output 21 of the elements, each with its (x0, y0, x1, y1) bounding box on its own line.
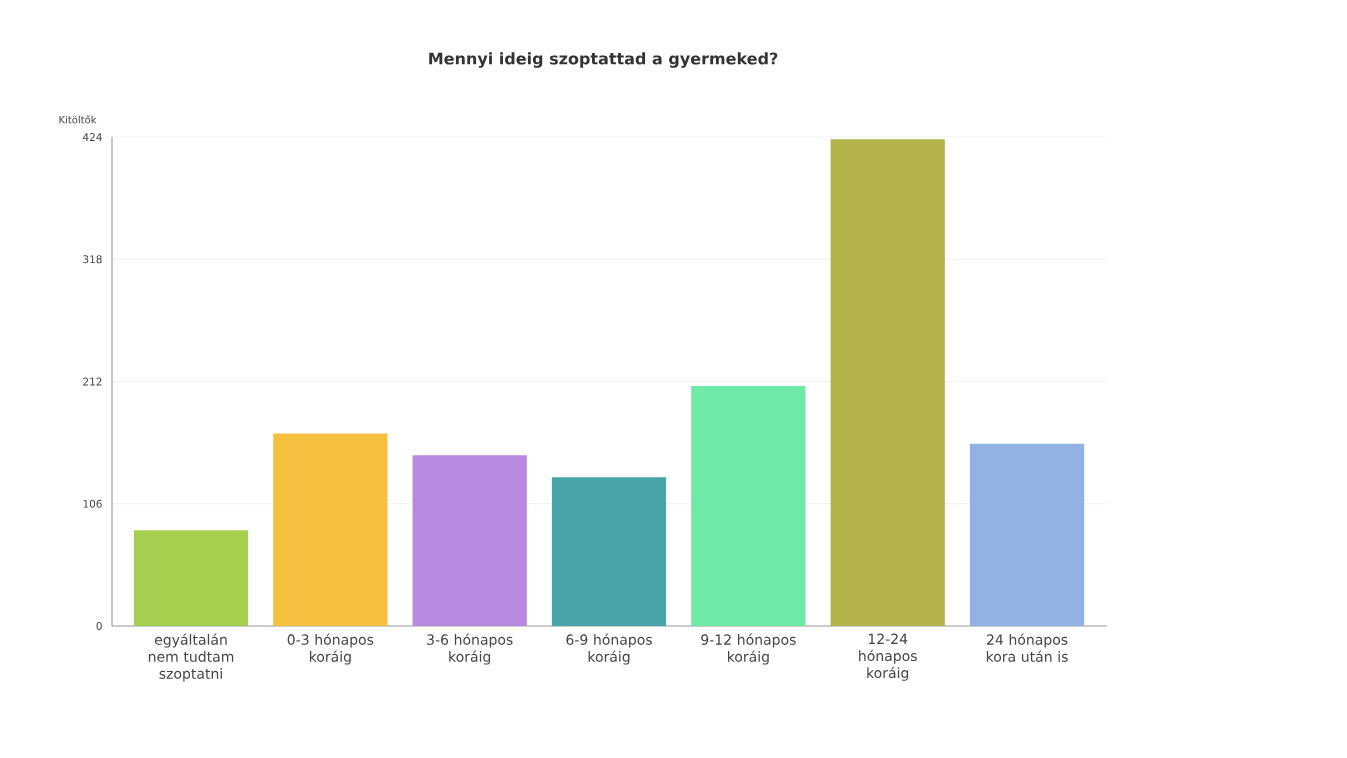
bar (412, 455, 527, 626)
y-axis-title: Kitöltők (59, 115, 97, 124)
x-tick-label: 3-6 hónapos koráig (427, 633, 513, 665)
y-tick-label: 106 (83, 499, 102, 508)
x-tick-label: 24 hónapos kora után is (986, 633, 1068, 662)
y-tick-label: 0 (96, 622, 102, 630)
x-tick-label: 9-12 hónapos koráig (701, 633, 796, 665)
x-tick-label: 12-24 hónapos koráig (859, 633, 917, 681)
chart-title: Mennyi ideig szoptattad a gyermeked? (429, 52, 778, 68)
x-tick-label: egyáltalán nem tudtam szoptatni (148, 633, 234, 682)
y-tick-label: 318 (83, 255, 102, 264)
bar (551, 477, 667, 626)
y-tick-label: 212 (83, 377, 102, 386)
y-tick-label: 424 (82, 133, 102, 141)
bar (133, 530, 249, 626)
x-tick-label: 0-3 hónapos koráig (287, 633, 374, 665)
bar (969, 443, 1085, 626)
bar (273, 433, 388, 626)
bar (830, 139, 945, 626)
x-tick-label: 6-9 hónapos koráig (566, 633, 652, 665)
bar (691, 386, 806, 626)
